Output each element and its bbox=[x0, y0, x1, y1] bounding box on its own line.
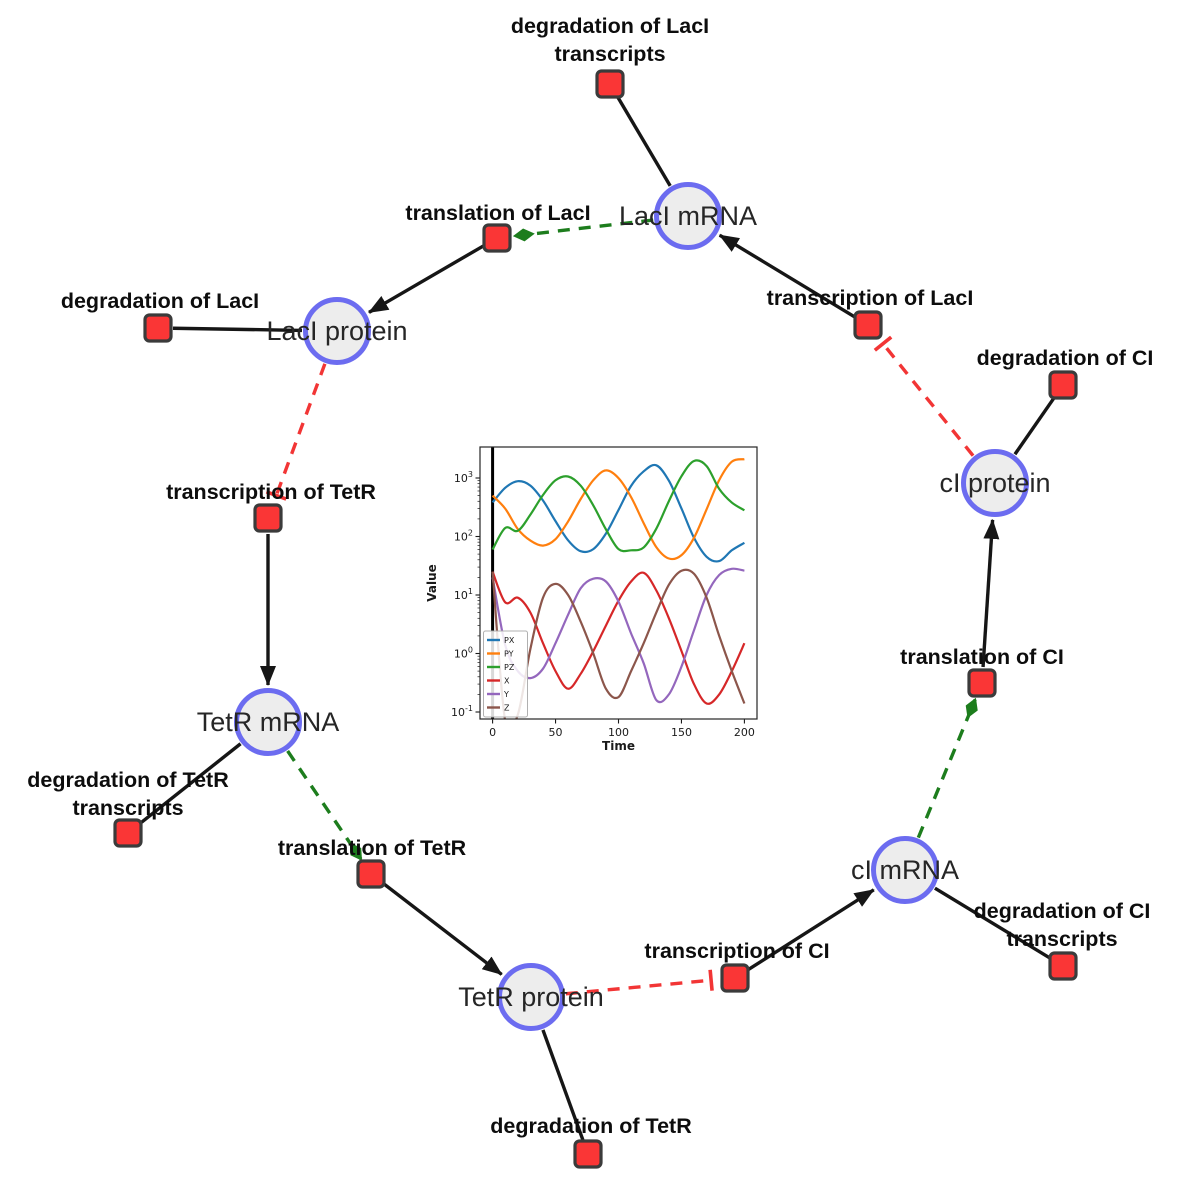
edge-laci_protein-deg_laci-consumption bbox=[172, 326, 303, 333]
reaction-label-tx_ci-line1: transcription of CI bbox=[644, 939, 829, 963]
reaction-node-tx_tetr[interactable] bbox=[253, 503, 283, 533]
edge-transl_tetr-tetr_protein-production bbox=[382, 882, 503, 976]
edge-transl_laci-laci_protein-production bbox=[368, 244, 485, 314]
y-tick-label: 102 bbox=[454, 529, 473, 544]
legend-entry-Z: Z bbox=[504, 703, 510, 712]
reaction-node-deg_laci_tx[interactable] bbox=[595, 69, 625, 99]
y-tick-label: 100 bbox=[454, 646, 473, 661]
y-tick-label: 101 bbox=[454, 587, 473, 602]
edge-tetr_protein-deg_tetr-consumption bbox=[541, 1029, 585, 1141]
reaction-node-deg_laci[interactable] bbox=[143, 313, 173, 343]
species-label-laci_protein: LacI protein bbox=[266, 316, 407, 346]
reaction-label-deg_ci_tx-line1: degradation of CI bbox=[974, 899, 1151, 923]
edge-ci_protein-tx_laci-inhibition bbox=[873, 335, 975, 457]
x-axis-label: Time bbox=[602, 739, 635, 753]
labels-layer: degradation of LacI transcripts translatio… bbox=[27, 14, 1153, 1138]
reaction-label-deg_ci-line1: degradation of CI bbox=[977, 346, 1154, 370]
y-tick-label: 10-1 bbox=[451, 704, 473, 719]
x-tick-label: 200 bbox=[734, 726, 755, 739]
edges-layer bbox=[138, 96, 1056, 1141]
legend-entry-PY: PY bbox=[504, 649, 514, 658]
reaction-label-deg_tetr-line1: degradation of TetR bbox=[490, 1114, 692, 1138]
series-line-PZ bbox=[491, 459, 745, 553]
reaction-nodes-layer bbox=[113, 69, 1078, 1169]
edge-ci_mrna-deg_ci_tx-consumption bbox=[934, 886, 1052, 960]
legend-entry-PX: PX bbox=[504, 636, 515, 645]
edge-tetr_mrna-transl_tetr-modifier bbox=[286, 750, 363, 861]
species-label-tetr_mrna: TetR mRNA bbox=[197, 707, 340, 737]
edge-tx_ci-ci_mrna-production bbox=[747, 888, 875, 971]
series-line-Y bbox=[491, 567, 745, 704]
series-line-PX bbox=[491, 463, 745, 563]
reaction-label-deg_laci-line1: degradation of LacI bbox=[61, 289, 259, 313]
reaction-node-transl_tetr[interactable] bbox=[356, 859, 386, 889]
edge-tx_laci-laci_mrna-production bbox=[718, 233, 856, 319]
edge-tetr_mrna-deg_tetr_tx-consumption bbox=[138, 742, 242, 826]
species-node-tetr_protein[interactable] bbox=[497, 963, 565, 1031]
reaction-label-transl_tetr-line1: translation of TetR bbox=[278, 836, 467, 860]
species-node-laci_protein[interactable] bbox=[303, 297, 371, 365]
reaction-node-transl_ci[interactable] bbox=[967, 668, 997, 698]
reaction-node-deg_tetr[interactable] bbox=[573, 1139, 603, 1169]
species-node-tetr_mrna[interactable] bbox=[234, 688, 302, 756]
plot-legend: PX PY PZ XYZ bbox=[483, 630, 528, 718]
edge-tetr_protein-tx_ci-inhibition bbox=[565, 969, 714, 996]
series-line-PY bbox=[491, 458, 745, 561]
species-node-laci_mrna[interactable] bbox=[654, 182, 722, 250]
x-tick-label: 0 bbox=[489, 726, 496, 739]
reaction-node-deg_ci[interactable] bbox=[1048, 370, 1078, 400]
legend-entry-Y: Y bbox=[503, 690, 509, 699]
edge-ci_mrna-transl_ci-modifier bbox=[916, 697, 978, 839]
reaction-label-transl_laci-line1: translation of LacI bbox=[405, 201, 590, 225]
edge-laci_protein-tx_tetr-inhibition bbox=[265, 363, 327, 501]
y-tick-label: 103 bbox=[454, 470, 473, 485]
edge-laci_mrna-transl_laci-modifier bbox=[512, 218, 654, 242]
legend-entry-X: X bbox=[504, 676, 510, 685]
x-tick-label: 150 bbox=[671, 726, 692, 739]
reaction-label-deg_laci_tx-line1: degradation of LacI bbox=[511, 14, 709, 38]
species-label-tetr_protein: TetR protein bbox=[458, 982, 604, 1012]
reaction-label-deg_tetr_tx-line1: degradation of TetR bbox=[27, 768, 229, 792]
reaction-node-tx_ci[interactable] bbox=[720, 963, 750, 993]
species-label-ci_mrna: cI mRNA bbox=[851, 855, 959, 885]
x-tick-label: 100 bbox=[608, 726, 629, 739]
species-node-ci_mrna[interactable] bbox=[871, 836, 939, 904]
reaction-node-deg_ci_tx[interactable] bbox=[1048, 951, 1078, 981]
x-tick-label: 50 bbox=[549, 726, 563, 739]
reaction-label-tx_laci-line1: transcription of LacI bbox=[767, 286, 974, 310]
y-axis-label: Value bbox=[425, 564, 439, 602]
species-label-ci_protein: cI protein bbox=[939, 468, 1050, 498]
edge-transl_ci-ci_protein-production bbox=[981, 518, 1000, 668]
species-nodes-layer bbox=[234, 182, 1029, 1031]
reaction-node-transl_laci[interactable] bbox=[482, 223, 512, 253]
species-node-ci_protein[interactable] bbox=[961, 449, 1029, 517]
reaction-label-tx_tetr-line1: transcription of TetR bbox=[166, 480, 376, 504]
species-label-laci_mrna: LacI mRNA bbox=[619, 201, 757, 231]
reaction-label-deg_laci_tx-line2: transcripts bbox=[554, 42, 665, 66]
reaction-node-deg_tetr_tx[interactable] bbox=[113, 818, 143, 848]
edge-ci_protein-deg_ci-consumption bbox=[1013, 396, 1056, 456]
edge-laci_mrna-deg_laci_tx-consumption bbox=[616, 96, 672, 187]
series-line-Z bbox=[491, 568, 746, 719]
legend-entry-PZ: PZ bbox=[504, 663, 515, 672]
reaction-label-transl_ci-line1: translation of CI bbox=[900, 645, 1064, 669]
reaction-label-deg_ci_tx-line2: transcripts bbox=[1006, 927, 1117, 951]
reaction-label-deg_tetr_tx-line2: transcripts bbox=[72, 796, 183, 820]
reaction-node-tx_laci[interactable] bbox=[853, 310, 883, 340]
